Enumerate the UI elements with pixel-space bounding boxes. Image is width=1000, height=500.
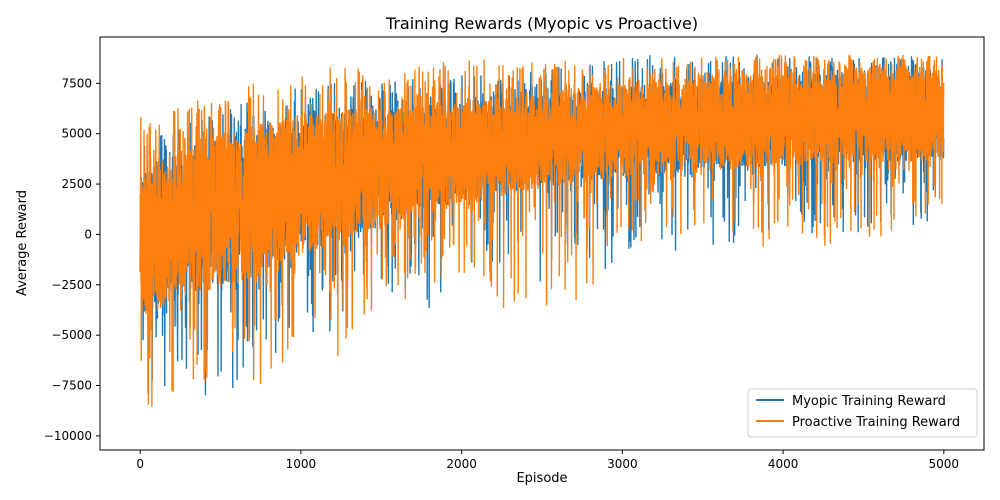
y-tick-label: −5000 xyxy=(51,328,92,342)
y-tick-label: 2500 xyxy=(61,177,92,191)
plot-frame xyxy=(99,36,985,451)
axes-layer: 0 1000 2000 3000 4000 5000 −10000 −7500 −5000 −25… xyxy=(44,36,985,471)
y-axis-label: Average Reward xyxy=(15,190,30,296)
legend-box xyxy=(747,388,978,438)
x-tick-label: 5000 xyxy=(929,457,960,471)
y-tick-label: −2500 xyxy=(51,278,92,292)
series-layer xyxy=(139,54,945,408)
legend: Myopic Training Reward Proactive Trainin… xyxy=(747,388,978,438)
series-line-proactive xyxy=(139,54,945,408)
x-tick-label: 1000 xyxy=(286,457,317,471)
y-tick-label: −7500 xyxy=(51,379,92,393)
x-tick-label: 0 xyxy=(136,457,144,471)
legend-label-proactive: Proactive Training Reward xyxy=(792,415,960,430)
y-tick-label: −10000 xyxy=(44,429,92,443)
y-tick-label: 5000 xyxy=(61,127,92,141)
x-axis-label: Episode xyxy=(516,471,567,486)
chart-title: Training Rewards (Myopic vs Proactive) xyxy=(385,14,698,33)
x-tick-label: 4000 xyxy=(768,457,799,471)
y-tick-label: 7500 xyxy=(61,76,92,90)
x-tick-label: 2000 xyxy=(446,457,477,471)
x-tick-label: 3000 xyxy=(607,457,638,471)
legend-label-myopic: Myopic Training Reward xyxy=(792,394,946,409)
y-tick-label: 0 xyxy=(84,227,92,241)
